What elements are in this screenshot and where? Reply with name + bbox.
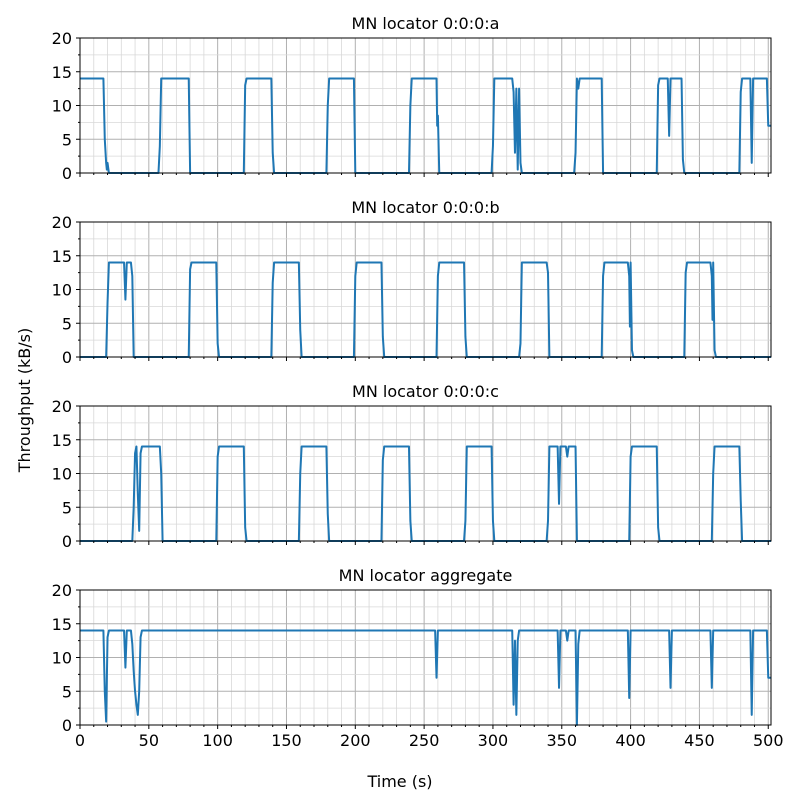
x-tick-label: 0 xyxy=(75,731,85,750)
y-tick-label: 15 xyxy=(52,63,72,82)
subplot-title: MN locator 0:0:0:b xyxy=(351,198,499,217)
x-tick-label: 300 xyxy=(478,731,509,750)
subplot-title: MN locator 0:0:0:a xyxy=(352,14,500,33)
y-tick-label: 20 xyxy=(52,213,72,232)
x-tick-label: 500 xyxy=(753,731,784,750)
x-tick-label: 100 xyxy=(202,731,233,750)
y-tick-label: 5 xyxy=(62,130,72,149)
y-tick-label: 15 xyxy=(52,431,72,450)
x-tick-label: 50 xyxy=(139,731,159,750)
y-tick-label: 5 xyxy=(62,498,72,517)
subplot-1: 0 5 10 15 20 MN locator 0:0:0:a xyxy=(52,14,772,183)
x-tick-label: 350 xyxy=(546,731,577,750)
subplot-2: 0 5 10 15 20 MN locator 0:0:0:b xyxy=(52,198,772,367)
y-tick-label: 20 xyxy=(52,581,72,600)
subplots: 0 5 10 15 20 MN locator 0:0:0:a 0 5 10 15 20 MN loc… xyxy=(52,14,784,750)
x-tick-label: 400 xyxy=(615,731,646,750)
series-line-1 xyxy=(80,629,771,726)
series-line-1 xyxy=(80,445,771,542)
x-tick-label: 450 xyxy=(684,731,715,750)
x-tick-label: 150 xyxy=(271,731,302,750)
y-tick-label: 5 xyxy=(62,682,72,701)
y-tick-label: 0 xyxy=(62,716,72,735)
y-tick-label: 0 xyxy=(62,164,72,183)
x-axis-label: Time (s) xyxy=(366,772,432,791)
y-tick-label: 10 xyxy=(52,281,72,300)
y-tick-label: 10 xyxy=(52,465,72,484)
subplot-title: MN locator 0:0:0:c xyxy=(352,382,499,401)
y-tick-label: 20 xyxy=(52,397,72,416)
y-tick-label: 10 xyxy=(52,97,72,116)
y-tick-label: 5 xyxy=(62,314,72,333)
subplot-title: MN locator aggregate xyxy=(339,566,513,585)
y-tick-label: 0 xyxy=(62,532,72,551)
y-tick-label: 20 xyxy=(52,29,72,48)
y-tick-label: 10 xyxy=(52,649,72,668)
grid xyxy=(79,37,771,174)
subplot-3: 0 5 10 15 20 MN locator 0:0:0:c xyxy=(52,382,772,551)
y-tick-label: 0 xyxy=(62,348,72,367)
y-tick-label: 15 xyxy=(52,247,72,266)
y-tick-label: 15 xyxy=(52,615,72,634)
y-axis-label: Throughput (kB/s) xyxy=(15,328,34,473)
x-tick-label: 250 xyxy=(409,731,440,750)
x-tick-label: 200 xyxy=(340,731,371,750)
